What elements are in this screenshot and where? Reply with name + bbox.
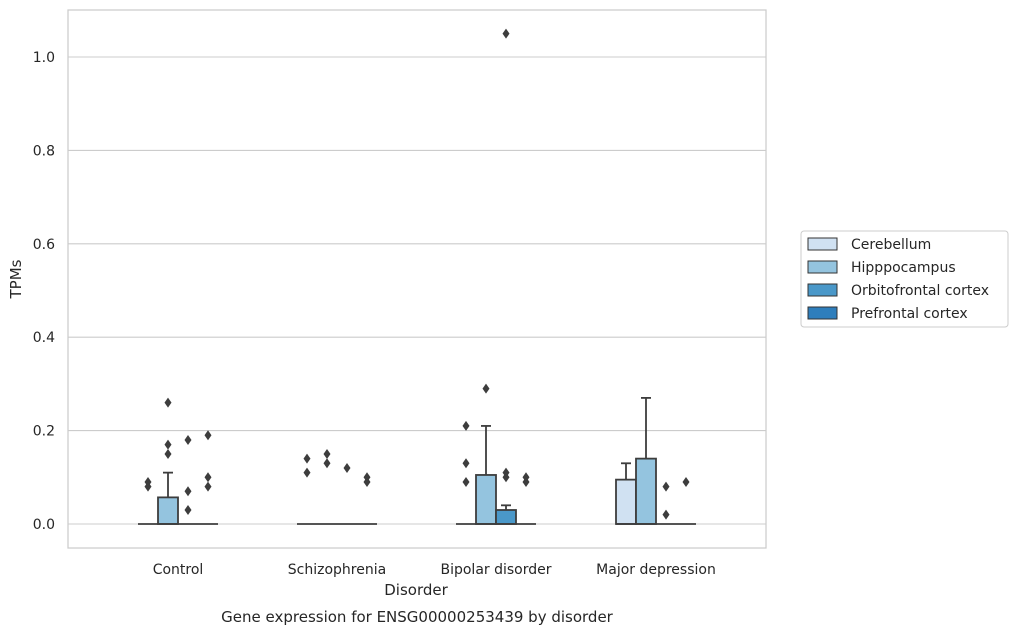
box-hipppocampus-3 — [635, 397, 657, 525]
x-tick-label: Schizophrenia — [288, 562, 386, 578]
box-orbitofrontal-cortex-0 — [178, 434, 198, 525]
gridlines — [68, 56, 766, 525]
box-orbitofrontal-cortex-1 — [337, 462, 357, 525]
outlier-point — [303, 453, 311, 464]
outlier-point — [462, 458, 470, 469]
outlier-point — [343, 462, 351, 473]
box-body — [495, 509, 517, 525]
y-tick-label: 1.0 — [33, 50, 55, 66]
box-hipppocampus-1 — [317, 448, 337, 525]
y-axis-ticks: 0.0 0.2 0.4 0.6 0.8 1.0 — [33, 50, 55, 533]
legend-swatch — [807, 306, 838, 320]
plot-frame — [67, 9, 767, 549]
y-tick-label: 0.6 — [33, 237, 55, 253]
outlier-point — [502, 28, 510, 39]
x-axis-ticks: Control Schizophrenia Bipolar disorder Majo… — [153, 562, 716, 578]
outlier-point — [682, 476, 690, 487]
x-tick-label: Bipolar disorder — [440, 562, 551, 578]
x-tick-label: Control — [153, 562, 204, 578]
outlier-point — [204, 481, 212, 492]
legend-label: Hipppocampus — [851, 260, 956, 276]
outlier-point — [662, 509, 670, 520]
legend-swatch — [807, 260, 838, 274]
box-cerebellum-3 — [615, 462, 637, 525]
x-tick-label: Major depression — [596, 562, 716, 578]
outlier-point — [363, 472, 371, 483]
box-prefrontal-cortex-2 — [516, 472, 536, 525]
outlier-point — [164, 448, 172, 459]
box-body — [475, 474, 497, 525]
y-tick-label: 0.2 — [33, 424, 55, 440]
y-tick-label: 0.0 — [33, 517, 55, 533]
y-tick-label: 0.4 — [33, 330, 55, 346]
box-cerebellum-2 — [456, 420, 476, 525]
outlier-point — [144, 476, 152, 487]
box-cerebellum-1 — [297, 453, 317, 525]
outlier-point — [502, 467, 510, 478]
box-body — [157, 496, 179, 525]
legend-label: Prefrontal cortex — [851, 306, 968, 322]
box-prefrontal-cortex-0 — [198, 430, 218, 525]
chart-title: Gene expression for ENSG00000253439 by d… — [221, 608, 614, 626]
outlier-point — [662, 481, 670, 492]
outlier-point — [184, 504, 192, 515]
x-axis-title: Disorder — [384, 581, 448, 599]
outlier-point — [204, 430, 212, 441]
outlier-point — [522, 472, 530, 483]
legend: Cerebellum Hipppocampus Orbitofrontal cort… — [800, 230, 1009, 328]
outlier-point — [164, 439, 172, 450]
box-body — [635, 457, 657, 525]
legend-label: Orbitofrontal cortex — [851, 283, 989, 299]
outlier-point — [164, 397, 172, 408]
legend-label: Cerebellum — [851, 237, 931, 253]
y-axis-title: TPMs — [7, 259, 25, 299]
outlier-point — [184, 434, 192, 445]
outlier-point — [462, 420, 470, 431]
outlier-point — [303, 467, 311, 478]
legend-swatch — [807, 237, 838, 251]
box-cerebellum-0 — [138, 476, 158, 525]
legend-frame — [800, 230, 1009, 328]
box-prefrontal-cortex-3 — [676, 476, 696, 525]
outlier-point — [204, 472, 212, 483]
box-groups — [138, 28, 696, 525]
y-tick-label: 0.8 — [33, 143, 55, 159]
box-orbitofrontal-cortex-3 — [656, 481, 676, 525]
box-orbitofrontal-cortex-2 — [495, 28, 517, 525]
legend-swatch — [807, 283, 838, 297]
box-hipppocampus-0 — [157, 397, 179, 525]
outlier-point — [323, 448, 331, 459]
outlier-point — [323, 458, 331, 469]
box-body — [615, 478, 637, 525]
outlier-point — [462, 476, 470, 487]
outlier-point — [184, 486, 192, 497]
box-hipppocampus-2 — [475, 383, 497, 525]
outlier-point — [482, 383, 490, 394]
box-prefrontal-cortex-1 — [357, 472, 377, 525]
